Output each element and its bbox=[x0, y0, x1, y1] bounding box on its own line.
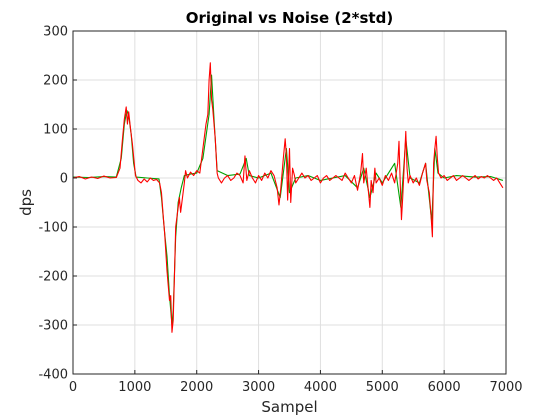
y-tick-label: 200 bbox=[43, 74, 68, 89]
x-tick-label: 1000 bbox=[118, 380, 151, 395]
x-tick-label: 4000 bbox=[304, 380, 337, 395]
y-tick-label: 300 bbox=[43, 25, 68, 40]
x-tick-label: 2000 bbox=[180, 380, 213, 395]
chart-title: Original vs Noise (2*std) bbox=[186, 9, 393, 27]
y-tick-label: -200 bbox=[38, 270, 68, 285]
y-tick-label: -300 bbox=[38, 319, 68, 334]
y-tick-label: 0 bbox=[60, 172, 68, 187]
x-tick-label: 5000 bbox=[366, 380, 399, 395]
series-layer bbox=[73, 62, 504, 333]
ticks: 0 1000 2000 3000 4000 5000 6000 7000-400-300-20… bbox=[38, 25, 522, 396]
plot-frame bbox=[72, 30, 507, 375]
series-line-1 bbox=[73, 62, 504, 333]
x-tick-label: 3000 bbox=[242, 380, 275, 395]
x-axis-label: Sampel bbox=[261, 398, 317, 416]
x-tick-label: 0 bbox=[69, 380, 77, 395]
y-tick-label: -100 bbox=[38, 221, 68, 236]
series-line-0 bbox=[73, 74, 504, 326]
y-tick-label: -400 bbox=[38, 368, 68, 383]
y-axis-label: dps bbox=[17, 189, 35, 216]
y-tick-label: 100 bbox=[43, 123, 68, 138]
plot-background bbox=[73, 31, 506, 374]
x-tick-label: 6000 bbox=[428, 380, 461, 395]
x-tick-label: 7000 bbox=[489, 380, 522, 395]
